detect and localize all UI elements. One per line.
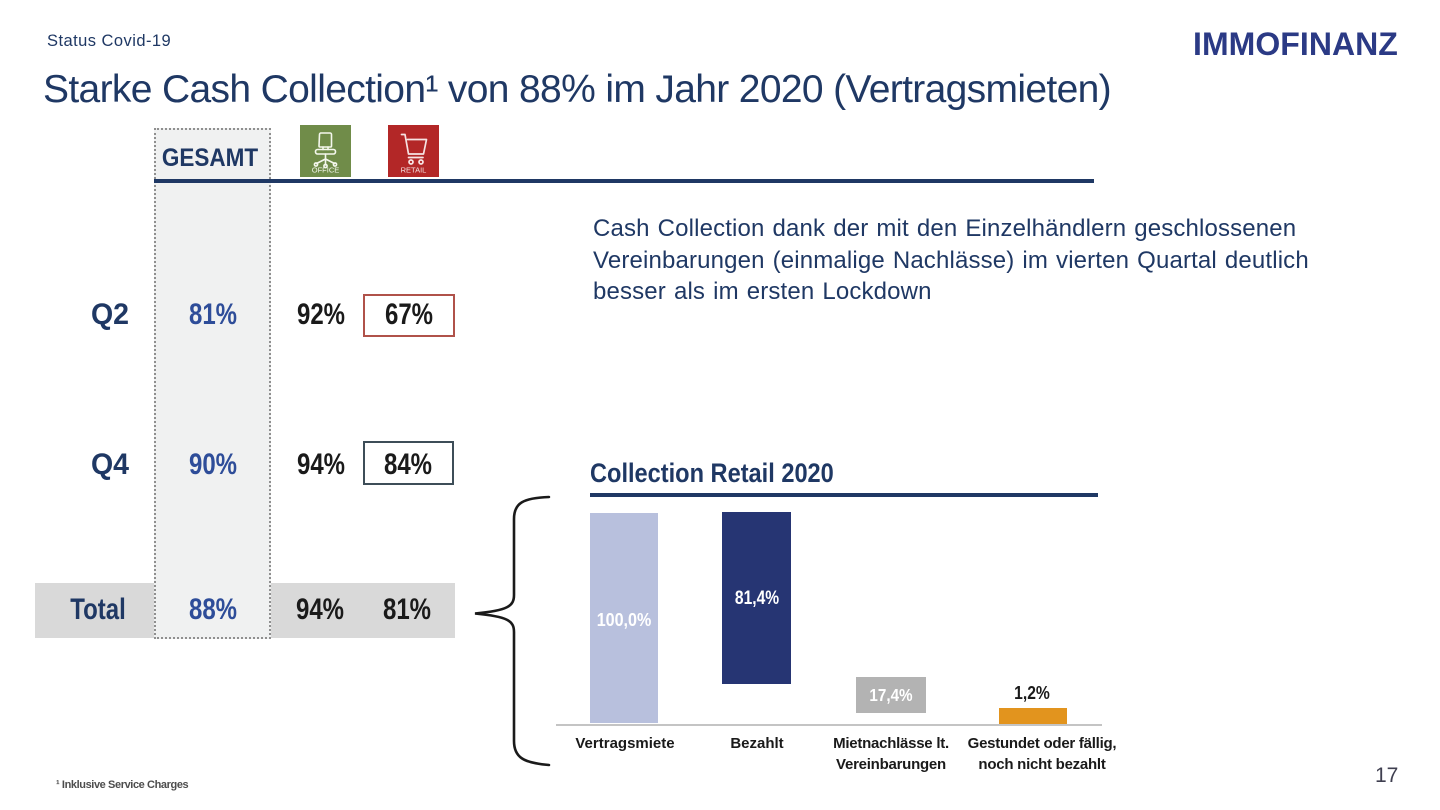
svg-text:OFFICE: OFFICE xyxy=(312,166,340,175)
svg-text:RETAIL: RETAIL xyxy=(401,166,427,175)
